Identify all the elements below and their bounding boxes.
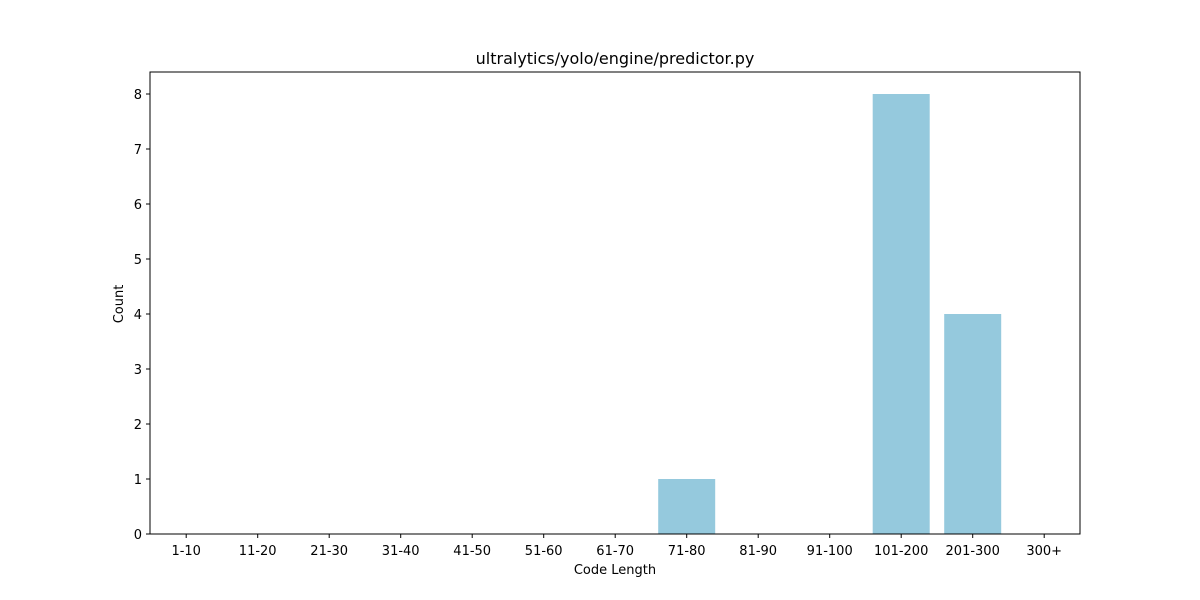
x-tick-label: 91-100 bbox=[807, 544, 853, 559]
x-tick-label: 101-200 bbox=[874, 544, 928, 559]
x-axis-label: Code Length bbox=[574, 563, 656, 578]
x-axis: 1-10 11-20 21-30 31-40 41-50 51-60 61-70 71-80 8… bbox=[171, 534, 1062, 559]
y-axis-label: Count bbox=[112, 285, 127, 324]
x-tick-label: 41-50 bbox=[453, 544, 491, 559]
chart-title: ultralytics/yolo/engine/predictor.py bbox=[476, 49, 755, 68]
y-tick-label: 7 bbox=[134, 143, 142, 158]
y-tick-label: 3 bbox=[134, 363, 142, 378]
y-tick-label: 8 bbox=[134, 88, 142, 103]
bars-group bbox=[658, 94, 1002, 534]
y-tick-label: 1 bbox=[134, 473, 142, 488]
y-tick-label: 0 bbox=[134, 528, 142, 543]
x-tick-label: 11-20 bbox=[239, 544, 277, 559]
x-tick-label: 201-300 bbox=[946, 544, 1000, 559]
x-tick-label: 1-10 bbox=[171, 544, 201, 559]
plot-frame bbox=[149, 71, 1081, 535]
x-tick-label: 81-90 bbox=[739, 544, 777, 559]
x-tick-label: 51-60 bbox=[525, 544, 563, 559]
y-tick-label: 2 bbox=[134, 418, 142, 433]
x-tick-label: 71-80 bbox=[668, 544, 706, 559]
y-axis: 0 1 2 3 4 5 6 7 8 bbox=[134, 88, 150, 543]
bar-201-300 bbox=[944, 314, 1002, 534]
x-tick-label: 31-40 bbox=[382, 544, 420, 559]
y-tick-label: 5 bbox=[134, 253, 142, 268]
x-tick-label: 61-70 bbox=[596, 544, 634, 559]
x-tick-label: 300+ bbox=[1026, 544, 1062, 559]
y-tick-label: 4 bbox=[134, 308, 142, 323]
x-tick-label: 21-30 bbox=[310, 544, 348, 559]
bar-101-200 bbox=[872, 94, 930, 534]
y-tick-label: 6 bbox=[134, 198, 142, 213]
bar-71-80 bbox=[658, 479, 716, 534]
